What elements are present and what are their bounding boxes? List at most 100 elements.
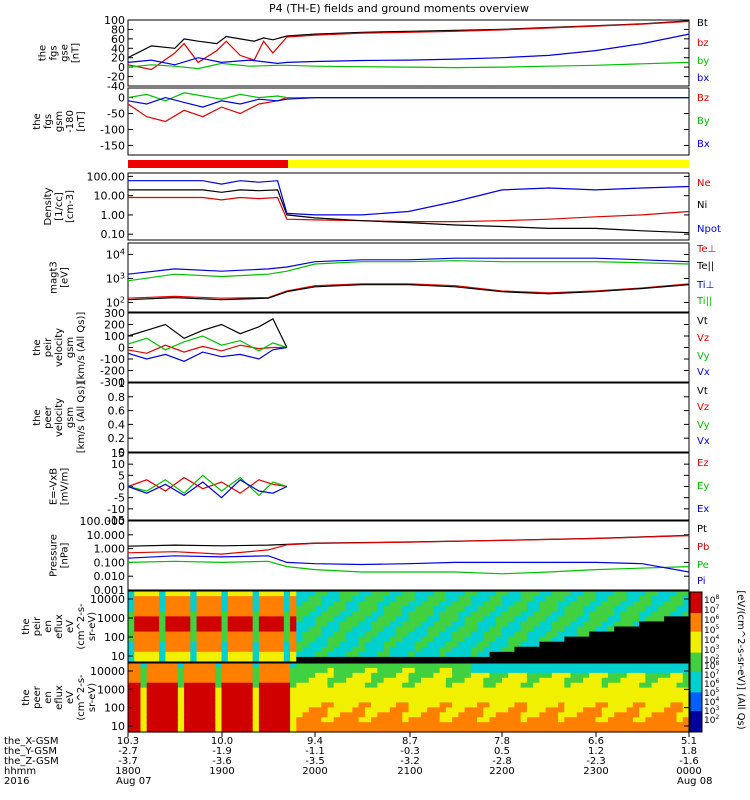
spectrogram-cell: [408, 717, 416, 723]
spectrogram-cell: [383, 717, 391, 723]
spectrogram-cell: [414, 621, 422, 628]
spectrogram-cell: [327, 663, 335, 669]
spectrogram-cell: [371, 663, 378, 669]
spectrogram-cell: [657, 663, 665, 669]
svg-text:the: the: [32, 339, 43, 355]
spectrogram-cell: [333, 667, 341, 674]
colorbar-tick-label: 107: [704, 604, 719, 616]
spectrogram-cell: [364, 712, 372, 718]
spectrogram-cell: [651, 717, 659, 723]
spectrogram-cell: [483, 636, 491, 643]
spectrogram-cell: [477, 663, 484, 669]
spectrogram-cell: [414, 677, 422, 684]
spectrogram-cell: [339, 596, 347, 602]
spectrogram-cell: [564, 712, 572, 718]
spectrogram-cell: [477, 606, 484, 612]
spectrogram-cell: [233, 692, 241, 699]
spectrogram-cell: [670, 606, 678, 612]
spectrogram-cell: [252, 611, 260, 617]
series-Vz: [127, 344, 287, 354]
spectrogram-cell: [664, 596, 671, 602]
spectrogram-cell: [452, 641, 459, 648]
spectrogram-cell: [520, 616, 528, 623]
spectrogram-cell: [252, 682, 260, 689]
spectrogram-cell: [657, 702, 665, 708]
spectrogram-cell: [202, 631, 210, 638]
spectrogram-cell: [489, 672, 497, 679]
spectrogram-cell: [221, 702, 229, 708]
spectrogram-cell: [526, 727, 534, 733]
spectrogram-cell: [464, 631, 472, 638]
spectrogram-cell: [333, 636, 341, 643]
spectrogram-cell: [134, 631, 142, 638]
spectrogram-cell: [315, 702, 322, 708]
spectrogram-cell: [196, 722, 204, 728]
spectrogram-cell: [583, 611, 590, 617]
spectrogram-cell: [676, 707, 684, 713]
spectrogram-cell: [489, 616, 497, 623]
spectrogram-cell: [639, 601, 646, 607]
spectrogram-cell: [433, 663, 441, 669]
spectrogram-cell: [427, 641, 435, 648]
spectrogram-cell: [215, 656, 223, 663]
spectrogram-cell: [676, 702, 684, 708]
spectrogram-cell: [495, 707, 503, 713]
spectrogram-cell: [246, 646, 254, 653]
spectrogram-cell: [196, 606, 204, 612]
spectrogram-cell: [240, 651, 248, 658]
spectrogram-cell: [227, 621, 235, 628]
spectrogram-cell: [271, 687, 279, 694]
spectrogram-cell: [358, 636, 366, 643]
spectrogram-cell: [445, 717, 453, 723]
spectrogram-cell: [601, 712, 609, 718]
spectrogram-cell: [339, 606, 347, 612]
spectrogram-cell: [240, 621, 248, 628]
spectrogram-cell: [159, 697, 166, 704]
spectrogram-cell: [402, 646, 410, 653]
spectrogram-cell: [377, 626, 385, 633]
spectrogram-cell: [657, 697, 665, 704]
spectrogram-cell: [595, 697, 603, 704]
spectrogram-cell: [414, 656, 422, 663]
spectrogram-cell: [657, 712, 665, 718]
spectrogram-cell: [651, 687, 659, 694]
spectrogram-cell: [352, 687, 360, 694]
spectrogram-cell: [420, 646, 428, 653]
spectrogram-cell: [445, 636, 453, 643]
spectrogram-cell: [551, 667, 559, 674]
spectrogram-cell: [651, 667, 659, 674]
spectrogram-cell: [190, 687, 198, 694]
y-tick-label: 0.8: [108, 391, 126, 404]
spectrogram-cell: [614, 596, 622, 602]
spectrogram-cell: [402, 626, 410, 633]
spectrogram-cell: [352, 601, 360, 607]
spectrogram-cell: [290, 692, 297, 699]
spectrogram-cell: [676, 596, 684, 602]
spectrogram-cell: [420, 663, 428, 669]
spectrogram-cell: [452, 651, 459, 658]
spectrogram-cell: [402, 616, 410, 623]
spectrogram-cell: [128, 601, 135, 607]
spectrogram-cell: [146, 672, 154, 679]
spectrogram-cell: [576, 707, 584, 713]
spectrogram-cell: [159, 682, 166, 689]
y-tick-label: 0.10: [101, 228, 126, 241]
spectrogram-cell: [533, 667, 540, 674]
spectrogram-cell: [321, 591, 329, 597]
spectrogram-cell: [670, 656, 678, 663]
spectrogram-cell: [402, 667, 410, 674]
spectrogram-cell: [607, 646, 615, 653]
spectrogram-cell: [664, 727, 671, 733]
spectrogram-cell: [645, 663, 653, 669]
spectrogram-cell: [545, 601, 553, 607]
spectrogram-cell: [620, 651, 628, 658]
spectrogram-cell: [302, 596, 310, 602]
spectrogram-cell: [576, 702, 584, 708]
svg-text:fgs: fgs: [49, 45, 60, 60]
x-axis-value: -3.5: [305, 756, 325, 767]
colorbar-cell: [690, 678, 702, 682]
spectrogram-cell: [308, 687, 316, 694]
spectrogram-cell: [165, 722, 173, 728]
legend-bx: bx: [697, 73, 709, 84]
